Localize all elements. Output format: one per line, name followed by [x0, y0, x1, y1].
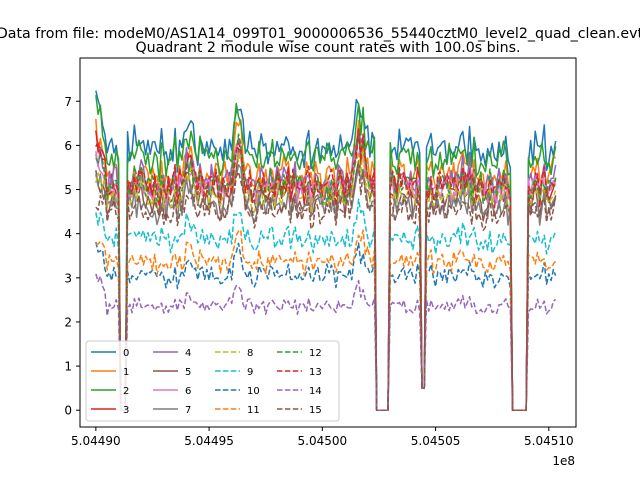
- y-tick-label: 0: [64, 404, 72, 418]
- legend-label-12: 12: [309, 348, 322, 359]
- figure-suptitle: Data from file: modeM0/AS1A14_099T01_900…: [0, 26, 640, 42]
- x-tick-label: 5.04490: [71, 434, 121, 448]
- plot-area-frame: [79, 57, 577, 428]
- chart-title: Quadrant 2 module wise count rates with …: [135, 40, 520, 56]
- y-axis: 0 1 2 3 4 5 6 7: [64, 95, 80, 418]
- series-line-10: [95, 241, 557, 411]
- x-tick-label: 5.04500: [298, 434, 348, 448]
- y-tick-label: 1: [64, 360, 72, 374]
- legend-label-14: 14: [309, 386, 322, 397]
- legend-label-10: 10: [247, 386, 260, 397]
- y-tick-label: 7: [64, 95, 72, 109]
- y-tick-label: 3: [64, 271, 72, 285]
- legend-label-8: 8: [247, 348, 253, 359]
- y-tick-label: 2: [64, 315, 72, 329]
- series-line-12: [95, 133, 557, 411]
- series-layer: [95, 90, 557, 411]
- y-tick-label: 5: [64, 183, 72, 197]
- legend-label-7: 7: [185, 405, 191, 416]
- series-line-2: [95, 94, 557, 411]
- legend-label-13: 13: [309, 367, 322, 378]
- legend-label-0: 0: [123, 348, 129, 359]
- legend-label-2: 2: [123, 386, 129, 397]
- series-line-7: [95, 164, 557, 411]
- x-axis-offset-label: 1e8: [552, 454, 575, 468]
- legend-label-15: 15: [309, 405, 322, 416]
- legend-frame: [85, 340, 340, 422]
- x-tick-label: 5.04510: [524, 434, 574, 448]
- y-tick-label: 4: [64, 227, 72, 241]
- series-line-13: [95, 127, 557, 411]
- legend-label-11: 11: [247, 405, 260, 416]
- legend-label-9: 9: [247, 367, 253, 378]
- legend-label-5: 5: [185, 367, 191, 378]
- x-tick-label: 5.04495: [184, 434, 234, 448]
- x-tick-label: 5.04505: [411, 434, 461, 448]
- y-tick-label: 6: [64, 139, 72, 153]
- legend-label-1: 1: [123, 367, 129, 378]
- legend-label-6: 6: [185, 386, 191, 397]
- series-line-15: [95, 164, 557, 411]
- x-axis: 5.04490 5.04495 5.04500 5.04505 5.04510: [71, 427, 574, 448]
- legend-label-4: 4: [185, 348, 191, 359]
- legend-label-3: 3: [123, 405, 129, 416]
- series-line-11: [95, 229, 557, 411]
- series-line-14: [95, 273, 557, 411]
- series-line-9: [95, 198, 557, 411]
